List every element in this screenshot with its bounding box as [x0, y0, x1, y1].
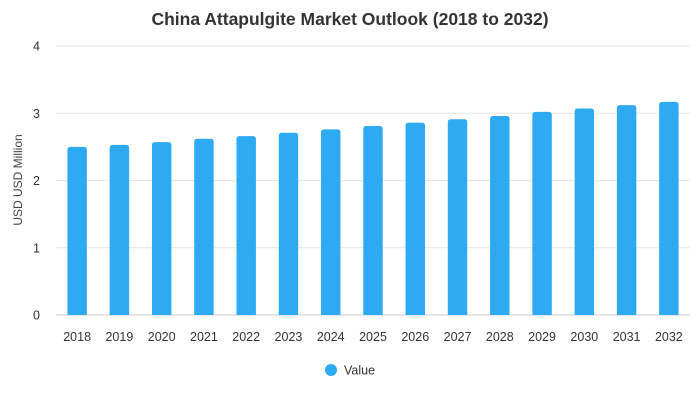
- x-tick-label: 2019: [105, 330, 133, 344]
- y-tick-label: 0: [33, 309, 40, 323]
- bar[interactable]: [236, 136, 256, 315]
- bar[interactable]: [67, 146, 87, 315]
- bar[interactable]: [363, 126, 383, 315]
- x-tick-label: 2023: [275, 330, 303, 344]
- bar[interactable]: [574, 108, 595, 315]
- x-tick-label: 2029: [528, 330, 556, 344]
- x-tick-label: 2028: [486, 330, 514, 344]
- x-tick-label: 2022: [232, 330, 260, 344]
- x-tick-label: 2024: [317, 330, 345, 344]
- bar[interactable]: [659, 101, 679, 315]
- bar-series: [67, 101, 679, 316]
- x-tick-label: 2027: [444, 330, 472, 344]
- chart-title: China Attapulgite Market Outlook (2018 t…: [151, 9, 548, 29]
- y-tick-label: 1: [33, 241, 40, 255]
- x-tick-label: 2020: [148, 330, 176, 344]
- x-tick-label: 2021: [190, 330, 218, 344]
- x-tick-label: 2026: [401, 330, 429, 344]
- bar[interactable]: [278, 132, 299, 315]
- bar[interactable]: [532, 111, 552, 315]
- bar[interactable]: [447, 119, 468, 316]
- x-tick-label: 2031: [613, 330, 641, 344]
- y-tick-label: 3: [33, 107, 40, 121]
- x-tick-label: 2032: [655, 330, 683, 344]
- bar[interactable]: [616, 105, 637, 316]
- x-tick-label: 2025: [359, 330, 387, 344]
- bar[interactable]: [321, 129, 341, 315]
- x-axis-ticks: 2018 2019 2020 2021 2022 2023 2024 2025 2026 2027…: [63, 330, 683, 344]
- x-tick-label: 2030: [570, 330, 598, 344]
- bar[interactable]: [490, 115, 510, 315]
- legend-marker: [325, 364, 337, 376]
- legend[interactable]: Value: [325, 364, 375, 378]
- legend-label: Value: [344, 364, 375, 378]
- y-tick-label: 4: [33, 40, 40, 54]
- bar[interactable]: [109, 144, 130, 315]
- bar[interactable]: [405, 122, 425, 315]
- y-axis-ticks: 0 1 2 3 4: [33, 40, 40, 323]
- x-tick-label: 2018: [63, 330, 91, 344]
- y-axis-label: USD USD Million: [11, 134, 25, 225]
- y-tick-label: 2: [33, 174, 40, 188]
- bar[interactable]: [194, 138, 214, 315]
- bar[interactable]: [151, 142, 172, 315]
